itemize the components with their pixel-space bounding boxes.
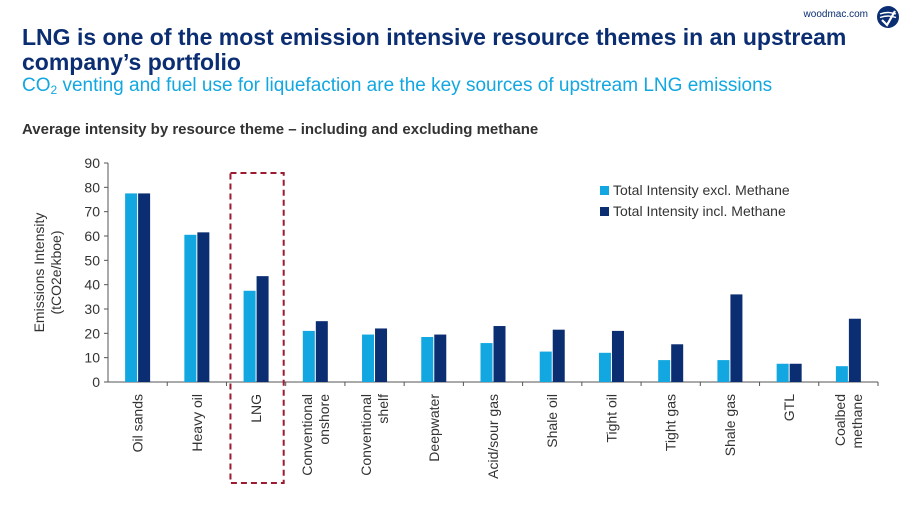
page-subtitle: CO2 venting and fuel use for liquefactio… [22,75,772,97]
legend-label: Total Intensity incl. Methane [613,203,786,219]
y-tick-label: 20 [84,325,100,341]
bar-incl-methane [315,321,328,382]
bar-excl-methane [302,330,315,382]
y-axis-title: Emissions Intensity [31,213,47,333]
bar-incl-methane [256,276,269,382]
bar-excl-methane [658,360,671,382]
bar-incl-methane [493,326,506,382]
y-tick-label: 60 [84,228,100,244]
bar-incl-methane [611,330,624,382]
x-tick-label: onshore [316,394,332,445]
x-tick-label: Coalbed [832,394,848,446]
x-tick-label: LNG [248,394,264,423]
x-tick-label: Shale gas [722,394,738,456]
bar-excl-methane [717,360,730,382]
subtitle-pre: CO [22,75,51,96]
x-tick-label: Acid/sour gas [485,394,501,479]
bar-excl-methane [835,366,848,382]
bar-excl-methane [776,363,789,382]
y-tick-label: 40 [84,277,100,293]
y-tick-label: 90 [84,155,100,171]
x-tick-label: Heavy oil [189,394,205,452]
legend-swatch [600,207,609,216]
x-tick-label: Tight gas [663,394,679,451]
bar-incl-methane [671,344,684,382]
page-title: LNG is one of the most emission intensiv… [22,24,847,75]
bar-excl-methane [598,352,611,382]
brand-url[interactable]: woodmac.com [803,9,868,20]
x-tick-label: GTL [781,394,797,421]
x-tick-label: Tight oil [603,394,619,443]
x-tick-label: Conventional [299,394,315,476]
bar-excl-methane [421,336,434,382]
chart-title: Average intensity by resource theme – in… [22,121,539,138]
bar-incl-methane [552,329,565,382]
bar-excl-methane [362,334,375,382]
x-tick-label: Deepwater [426,394,442,462]
bar-excl-methane [184,234,197,382]
woodmac-logo-icon [877,6,899,28]
subtitle-post: venting and fuel use for liquefaction ar… [57,75,773,96]
y-tick-label: 0 [92,374,100,390]
bar-excl-methane [480,343,493,382]
bar-incl-methane [197,232,210,382]
subtitle-subscript: 2 [50,83,58,97]
x-tick-label: Conventional [358,394,374,476]
y-tick-label: 50 [84,252,100,268]
y-tick-label: 70 [84,204,100,220]
bar-excl-methane [539,351,552,382]
bar-excl-methane [125,193,138,382]
bar-incl-methane [848,318,861,382]
y-tick-label: 80 [84,179,100,195]
x-tick-label: methane [849,394,865,449]
y-tick-label: 30 [84,301,100,317]
x-tick-label: shelf [375,394,391,424]
bar-incl-methane [375,328,388,382]
lng-highlight-box [229,172,285,484]
bar-incl-methane [789,363,802,382]
x-tick-label: Shale oil [544,394,560,448]
bar-incl-methane [434,334,447,382]
legend-label: Total Intensity excl. Methane [613,182,790,198]
y-tick-label: 10 [84,350,100,366]
legend-swatch [600,186,609,195]
y-axis-title: (tCO2e/kboe) [48,230,64,314]
bar-incl-methane [138,193,151,382]
x-tick-label: Oil sands [130,394,146,452]
bar-incl-methane [730,294,743,382]
bar-excl-methane [243,290,256,382]
